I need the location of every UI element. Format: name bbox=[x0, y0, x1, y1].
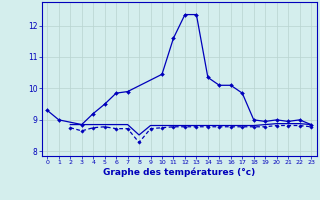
X-axis label: Graphe des températures (°c): Graphe des températures (°c) bbox=[103, 168, 255, 177]
